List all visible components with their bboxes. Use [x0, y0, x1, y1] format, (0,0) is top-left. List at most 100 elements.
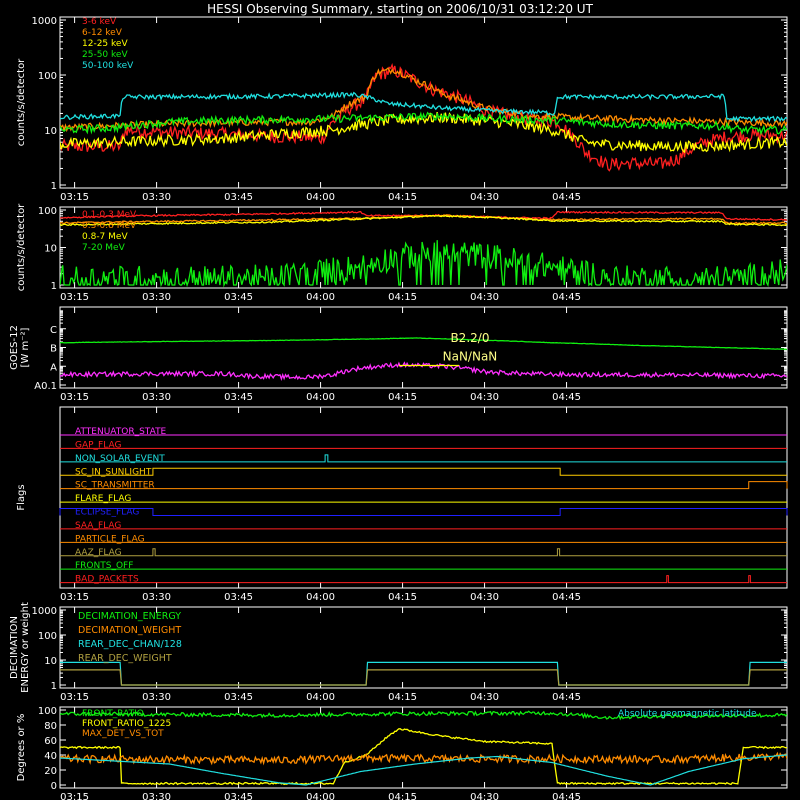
x-tick-label: 04:00 [306, 792, 335, 800]
y-tick-label: 80 [44, 721, 57, 732]
series-line-0-8-7-mev [60, 214, 787, 227]
flag-label: FLARE_FLAG [75, 494, 131, 504]
flag-label: PARTICLE_FLAG [75, 534, 145, 544]
annotation: B2.2/0 [450, 331, 489, 345]
x-tick-label: 04:30 [470, 392, 499, 403]
x-tick-label: 03:15 [60, 692, 89, 703]
y-tick-label: 60 [44, 736, 57, 747]
legend-entry: FRONT_RATIO [82, 709, 144, 719]
legend-entry: DECIMATION_WEIGHT [78, 625, 181, 636]
x-tick-label: 04:15 [388, 692, 417, 703]
legend-entry: 0.8-7 MeV [82, 232, 128, 242]
x-tick-label: 03:15 [60, 392, 89, 403]
x-tick-label: 03:45 [224, 592, 253, 603]
x-tick-label: 04:15 [388, 292, 417, 303]
figure-title: HESSI Observing Summary, starting on 200… [207, 2, 593, 16]
y-tick-label: A [50, 362, 57, 373]
x-tick-label: 04:45 [552, 192, 581, 203]
x-tick-label: 04:00 [306, 392, 335, 403]
flag-label: NON_SOLAR_EVENT [75, 454, 165, 464]
y-axis-label: Degrees or % [16, 714, 27, 782]
x-tick-label: 04:00 [306, 592, 335, 603]
flag-label: GAP_FLAG [75, 440, 121, 450]
y-tick-label: 10 [44, 656, 57, 667]
y-tick-label: 100 [38, 71, 57, 82]
flag-label: BAD_PACKETS [75, 575, 139, 585]
y-axis-label: DECIMATION [9, 616, 20, 679]
x-tick-label: 03:30 [142, 192, 171, 203]
legend-entry: MAX_DET_VS_TOT [82, 729, 164, 739]
panel-frame [59, 306, 788, 389]
flag-line [60, 481, 788, 490]
x-tick-label: 03:45 [224, 792, 253, 800]
flag-line [60, 467, 787, 476]
flag-label: SAA_FLAG [75, 521, 121, 531]
series-line-goes-long [60, 337, 787, 351]
y-tick-label: 1000 [32, 16, 57, 27]
x-tick-label: 03:30 [142, 292, 171, 303]
series-line-6-12-kev [60, 67, 787, 133]
y-axis-label: counts/s/detector [16, 58, 27, 146]
series-line-rear-dec-chan-128 [60, 661, 787, 686]
panel-flags: 03:15 03:30 03:45 04:00 04:15 04:30 04:45 Flags… [16, 406, 788, 603]
y-tick-label: 100 [38, 706, 57, 717]
x-tick-label: 04:00 [306, 292, 335, 303]
panel-decimation: 03:15 03:30 03:45 04:00 04:15 04:30 04:45 DECIM… [9, 602, 788, 703]
flag-label: ECLIPSE_FLAG [75, 508, 139, 518]
series-line-front-ratio [60, 710, 787, 721]
series-group [60, 710, 787, 786]
x-tick-label: 04:30 [470, 792, 499, 800]
y-tick-label: 100 [38, 206, 57, 217]
legend-entry: 50-100 keV [82, 61, 134, 71]
annotation: NaN/NaN [443, 350, 498, 364]
x-tick-label: 03:30 [142, 392, 171, 403]
legend-entry: FRONT_RATIO_1225 [82, 719, 171, 729]
panel-frame [59, 706, 788, 789]
x-tick-label: 03:15 [60, 292, 89, 303]
x-tick-label: 04:30 [470, 592, 499, 603]
x-tick-label: 04:15 [388, 592, 417, 603]
x-tick-label: 03:30 [142, 792, 171, 800]
x-tick-label: 04:00 [306, 692, 335, 703]
series-line-7-20-mev [60, 240, 787, 288]
y-tick-label: 100 [38, 631, 57, 642]
x-tick-label: 04:15 [388, 792, 417, 800]
panel-high-energy: 03:15 03:30 03:45 04:00 04:15 04:30 04:45 count… [16, 203, 788, 303]
x-tick-label: 03:45 [224, 692, 253, 703]
legend-entry: REAR_DEC_CHAN/128 [78, 639, 182, 650]
x-tick-label: 03:45 [224, 392, 253, 403]
legend-entry: 12-25 keV [82, 39, 128, 49]
x-tick-label: 03:15 [60, 592, 89, 603]
legend-entry: 3-6 keV [82, 17, 117, 27]
series-line-3-6-kev [60, 62, 787, 172]
y-tick-label: 1 [51, 181, 57, 192]
x-tick-label: 04:45 [552, 792, 581, 800]
x-tick-label: 04:45 [552, 592, 581, 603]
x-tick-label: 04:45 [552, 392, 581, 403]
panel-frame [59, 606, 788, 689]
flag-label: AAZ_FLAG [75, 548, 122, 558]
legend-entry: 7-20 MeV [82, 243, 126, 253]
y-axis-label: GOES-12 [9, 325, 20, 370]
y-tick-label: 0 [51, 781, 57, 792]
legend-entry: 25-50 keV [82, 50, 128, 60]
legend-entry: 6-12 keV [82, 28, 123, 38]
y-axis-label: counts/s/detector [16, 203, 27, 291]
series-line-rear-dec-weight [60, 669, 787, 686]
x-tick-label: 04:30 [470, 292, 499, 303]
y-axis-label-2: [W m⁻²] [20, 327, 31, 367]
x-tick-label: 03:30 [142, 692, 171, 703]
flag-line [59, 508, 788, 516]
panels: 03:15 03:30 03:45 04:00 04:15 04:30 04:45 count… [9, 16, 788, 800]
x-tick-label: 04:30 [470, 192, 499, 203]
legend-entry: 0.1-0.3 MeV [82, 210, 137, 220]
series-line-goes-short [60, 361, 787, 381]
y-tick-label: C [50, 325, 57, 336]
series-group [60, 661, 787, 686]
x-tick-label: 04:15 [388, 192, 417, 203]
flag-label: SC_TRANSMITTER [75, 481, 155, 491]
panel-ratios: 03:15 03:30 03:45 04:00 04:15 04:30 04:45 Degre… [16, 706, 788, 800]
x-tick-label: 03:45 [224, 292, 253, 303]
series-group [60, 62, 787, 172]
